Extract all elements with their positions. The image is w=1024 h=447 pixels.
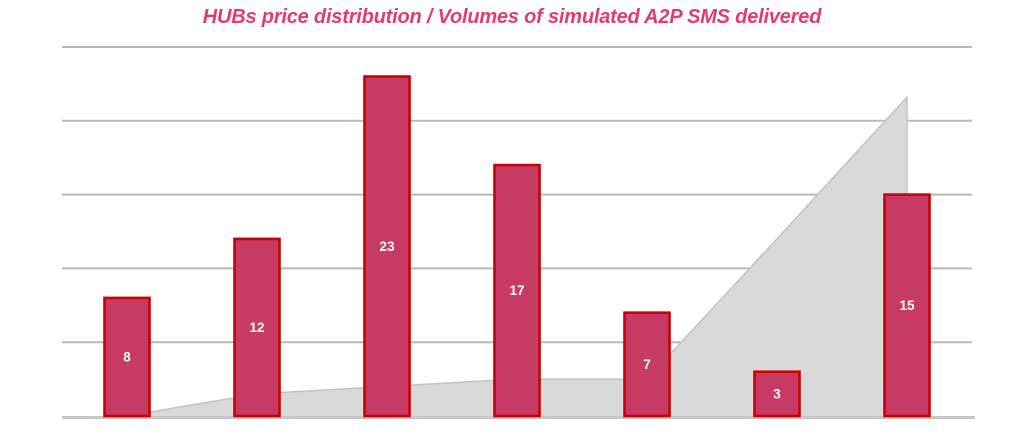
- bar-1: [233, 237, 281, 418]
- bar-3: [493, 163, 541, 418]
- bar-4: [623, 311, 671, 418]
- chart-title: HUBs price distribution / Volumes of sim…: [202, 6, 822, 28]
- bar-data-label: 15: [899, 298, 915, 313]
- area-series: [127, 97, 907, 417]
- bar-5: [753, 370, 801, 418]
- bar-data-label: 17: [509, 283, 524, 298]
- bar-data-label: 7: [643, 357, 651, 372]
- bar-2: [363, 75, 411, 418]
- bar-data-label: 23: [379, 239, 395, 254]
- bar-data-label: 8: [123, 349, 131, 364]
- bar-0: [103, 296, 151, 418]
- bar-6: [883, 193, 931, 418]
- bar-data-label: 12: [249, 320, 264, 335]
- bar-data-label: 3: [773, 386, 781, 401]
